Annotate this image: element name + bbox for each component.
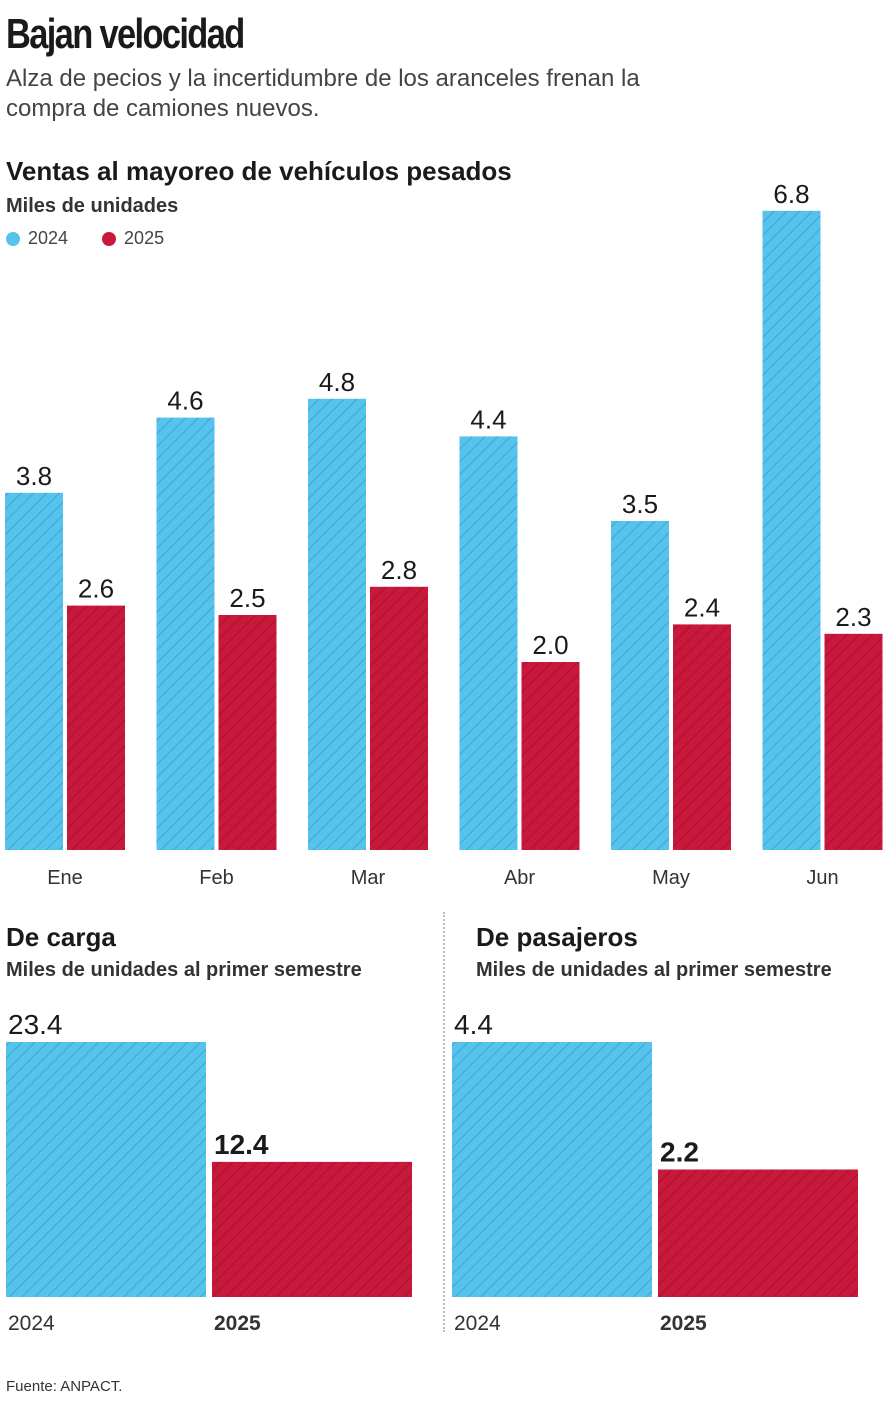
x-tick-feb: Feb: [199, 867, 233, 889]
legend-swatch-2025: [102, 231, 117, 246]
main-chart-unit: Miles de unidades: [6, 195, 179, 217]
x-tick-jun: Jun: [806, 867, 838, 889]
bar-mar-2024: [308, 398, 366, 850]
pasajeros-bar-2025: [658, 1169, 858, 1297]
pasajeros-bar-2024: [452, 1042, 652, 1297]
value-label-abr-2025: 2.0: [532, 630, 568, 660]
bar-jun-2024: [762, 210, 821, 851]
bar-feb-2024: [156, 417, 215, 850]
carga-bar-2025: [212, 1161, 412, 1297]
legend-label-2025: 2025: [124, 228, 165, 248]
bar-ene-2025: [67, 605, 125, 850]
legend-swatch-2024: [6, 231, 20, 246]
carga-value-label-2025: 12.4: [214, 1129, 269, 1160]
value-label-mar-2024: 4.8: [319, 367, 355, 397]
value-label-mar-2025: 2.8: [381, 555, 417, 585]
main-bar-chart: 3.8 2.6 Ene 4.6 2.5 Feb 4.8 2.8 Mar 4.4 2.0 Abr 3.5 2…: [5, 179, 883, 889]
divider: [443, 912, 445, 1332]
value-label-feb-2024: 4.6: [167, 386, 203, 416]
bar-mar-2025: [370, 586, 428, 850]
carga-title: De carga: [6, 922, 116, 952]
value-label-abr-2024: 4.4: [470, 404, 506, 434]
pasajeros-x-tick-2025: 2025: [660, 1312, 707, 1335]
value-label-ene-2024: 3.8: [16, 461, 52, 491]
x-tick-may: May: [652, 867, 690, 889]
pasajeros-bar-chart: 4.4 2024 2.2 2025: [452, 1009, 858, 1335]
pasajeros-title: De pasajeros: [476, 922, 638, 952]
carga-bar-2024: [6, 1042, 206, 1297]
bar-abr-2025: [521, 662, 580, 850]
main-chart-title: Ventas al mayoreo de vehículos pesados: [6, 156, 512, 186]
subtitle: Alza de pecios y la incertidumbre de los…: [6, 65, 640, 122]
bar-ene-2024: [5, 492, 63, 850]
value-label-may-2024: 3.5: [622, 489, 658, 519]
carga-x-tick-2025: 2025: [214, 1312, 261, 1335]
bar-may-2024: [611, 521, 669, 850]
value-label-jun-2024: 6.8: [773, 179, 809, 209]
carga-x-tick-2024: 2024: [8, 1312, 55, 1335]
bar-abr-2024: [459, 436, 518, 850]
value-label-feb-2025: 2.5: [229, 583, 265, 613]
value-label-ene-2025: 2.6: [78, 574, 114, 604]
carga-value-label-2024: 23.4: [8, 1009, 63, 1040]
legend: 2024 2025: [6, 228, 164, 249]
bar-feb-2025: [218, 615, 277, 850]
carga-unit: Miles de unidades al primer semestre: [6, 959, 362, 981]
legend-label-2024: 2024: [28, 228, 69, 248]
pasajeros-unit: Miles de unidades al primer semestre: [476, 959, 832, 981]
pasajeros-value-label-2024: 4.4: [454, 1009, 493, 1040]
pasajeros-x-tick-2024: 2024: [454, 1312, 501, 1335]
x-tick-abr: Abr: [504, 867, 535, 889]
carga-bar-chart: 23.4 2024 12.4 2025: [6, 1009, 412, 1335]
bar-may-2025: [673, 624, 731, 850]
pasajeros-value-label-2025: 2.2: [660, 1137, 699, 1168]
source-note: Fuente: ANPACT.: [6, 1378, 123, 1395]
x-tick-ene: Ene: [47, 867, 83, 889]
value-label-jun-2025: 2.3: [835, 602, 871, 632]
bar-jun-2025: [824, 633, 883, 850]
headline: Bajan velocidad: [6, 10, 245, 57]
value-label-may-2025: 2.4: [684, 592, 720, 622]
x-tick-mar: Mar: [351, 867, 386, 889]
